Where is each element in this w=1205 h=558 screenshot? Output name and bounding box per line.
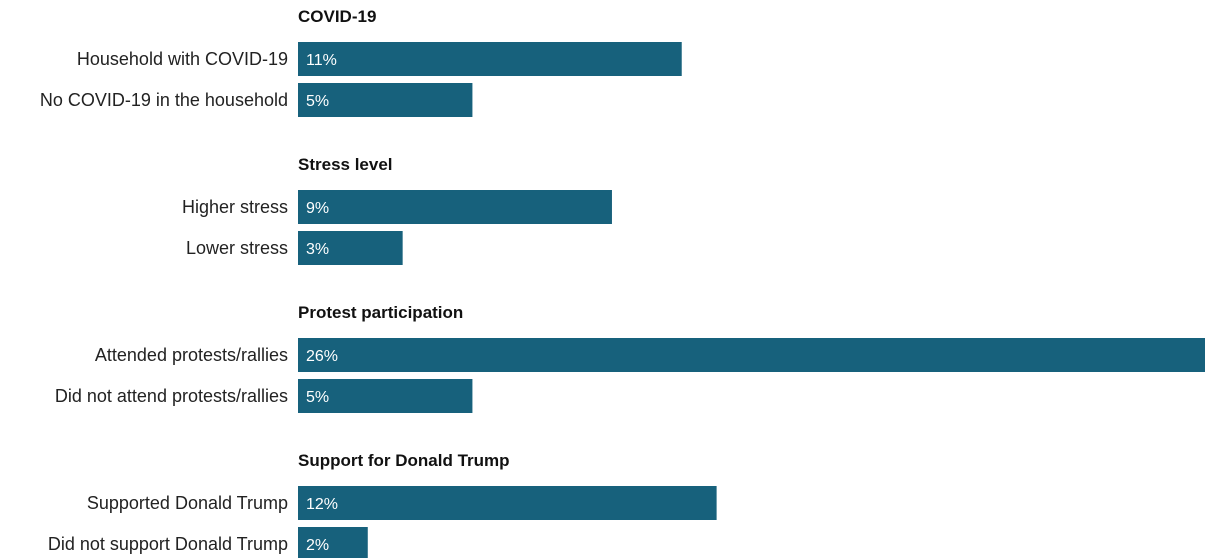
bar: [298, 231, 403, 265]
category-label: Supported Donald Trump: [87, 493, 288, 513]
data-label: 5%: [306, 93, 329, 110]
data-label: 26%: [306, 348, 338, 365]
group-title: Protest participation: [298, 303, 463, 322]
category-label: Did not attend protests/rallies: [55, 386, 288, 406]
category-label: Lower stress: [186, 238, 288, 258]
group-title: Support for Donald Trump: [298, 451, 510, 470]
category-label: Attended protests/rallies: [95, 345, 288, 365]
data-label: 5%: [306, 389, 329, 406]
data-label: 2%: [306, 537, 329, 554]
bar: [298, 83, 473, 117]
data-label: 9%: [306, 200, 329, 217]
data-label: 11%: [306, 52, 337, 69]
bar: [298, 486, 717, 520]
bar: [298, 190, 612, 224]
category-label: Household with COVID-19: [77, 49, 288, 69]
bar: [298, 338, 1205, 372]
category-label: Higher stress: [182, 197, 288, 217]
group-title: COVID-19: [298, 7, 376, 26]
bar: [298, 379, 473, 413]
category-label: No COVID-19 in the household: [40, 90, 288, 110]
category-label: Did not support Donald Trump: [48, 534, 288, 554]
bar: [298, 42, 682, 76]
data-label: 3%: [306, 241, 329, 258]
data-label: 12%: [306, 496, 338, 513]
group-title: Stress level: [298, 155, 393, 174]
bar: [298, 527, 368, 558]
